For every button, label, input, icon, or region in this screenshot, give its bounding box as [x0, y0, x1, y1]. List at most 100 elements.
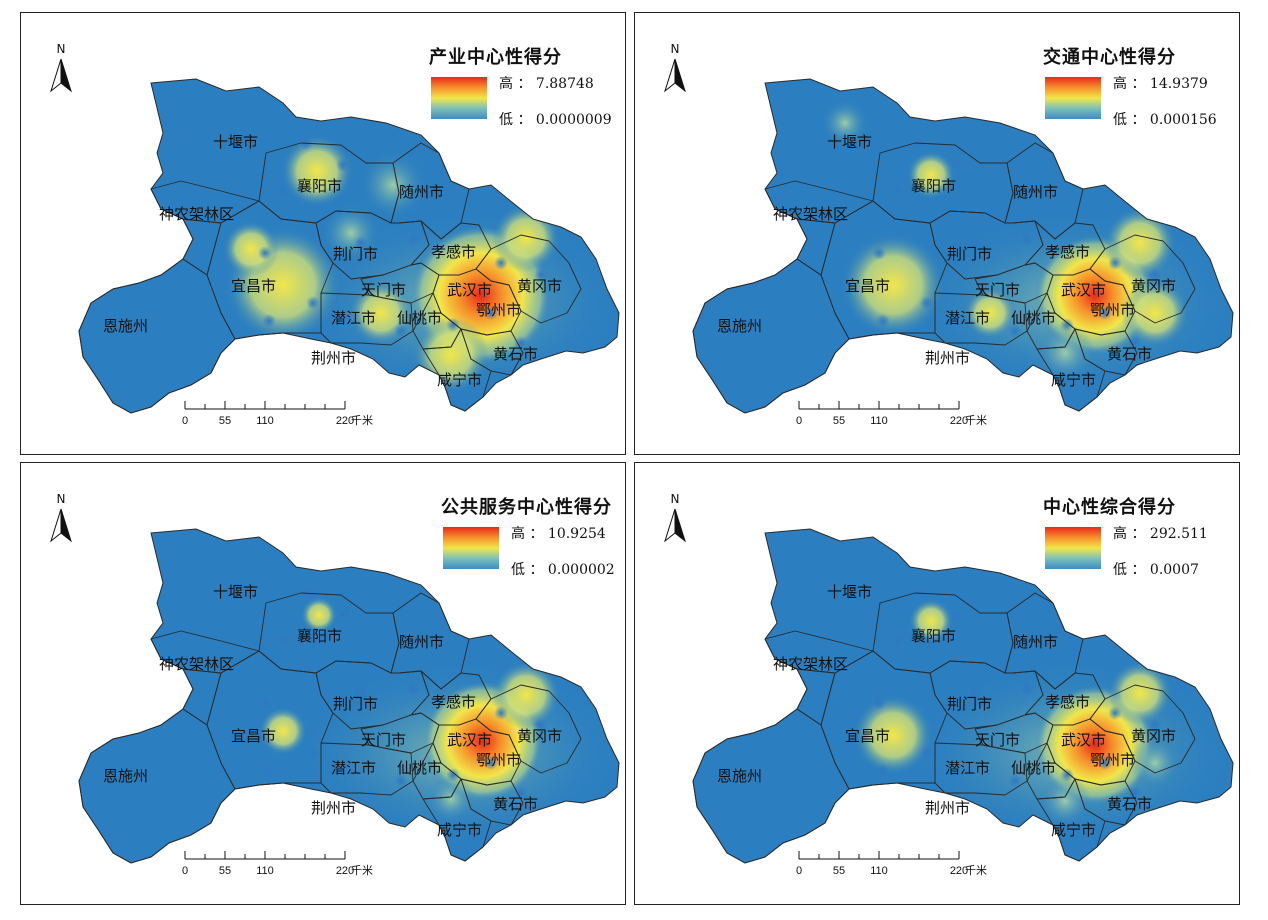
- city-label-qianjiang: 潜江市: [945, 309, 990, 327]
- prefecture-border-14: [150, 180, 260, 224]
- scale-tick-label: 55: [219, 415, 231, 427]
- legend-color-ramp: [443, 527, 499, 569]
- hotspot-4: [1121, 279, 1189, 347]
- low-spot-2: [890, 184, 904, 198]
- low-spot-5: [876, 764, 890, 778]
- legend-high-prefix: 高 ：: [511, 526, 544, 542]
- low-spot-5: [262, 314, 276, 328]
- hotspot-3: [1108, 661, 1172, 725]
- city-label-tianmen: 天门市: [361, 731, 406, 749]
- legend-low-row: 低 ： 0.000002: [511, 559, 615, 579]
- prefecture-border-8: [934, 292, 1028, 346]
- city-label-xiantao: 仙桃市: [1011, 309, 1056, 327]
- city-label-huanggang: 黄冈市: [517, 727, 562, 745]
- low-spot-13: [1008, 774, 1022, 788]
- low-spot-8: [1108, 706, 1122, 720]
- city-label-xiaogan: 孝感市: [1045, 243, 1090, 261]
- city-label-huanggang: 黄冈市: [517, 277, 562, 295]
- city-label-xiantao: 仙桃市: [397, 759, 442, 777]
- low-spot-4: [920, 746, 934, 760]
- low-spot-6: [354, 236, 368, 250]
- city-label-suizhou: 随州市: [399, 633, 444, 651]
- city-label-xiangyang: 襄阳市: [911, 177, 956, 195]
- scale-tick-label: 110: [870, 865, 888, 877]
- legend-high-row: 高 ： 7.88748: [499, 73, 594, 93]
- legend-high-prefix: 高 ：: [499, 76, 532, 92]
- city-label-wuhan: 武汉市: [447, 281, 492, 299]
- low-spot-2: [276, 634, 290, 648]
- city-label-shennongjia: 神农架林区: [773, 205, 848, 223]
- hotspot-2: [301, 597, 337, 633]
- legend-high-prefix: 高 ：: [1113, 76, 1146, 92]
- legend: 交通中心性得分高 ： 14.9379 低 ： 0.000156: [1043, 43, 1217, 128]
- city-label-shiyan: 十堰市: [213, 133, 258, 151]
- hotspot-7: [1035, 323, 1095, 383]
- low-spot-11: [446, 768, 460, 782]
- prefecture-border-8: [320, 742, 414, 796]
- scale-unit-label: 千米: [351, 864, 373, 877]
- city-label-shiyan: 十堰市: [827, 583, 872, 601]
- hotspot-7: [359, 151, 427, 219]
- city-label-jingmen: 荆门市: [947, 695, 992, 713]
- low-spot-12: [514, 336, 528, 350]
- low-spot-12: [1128, 786, 1142, 800]
- prefecture-border-12: [78, 708, 236, 864]
- low-spot-7: [406, 232, 420, 246]
- legend-color-ramp: [1045, 77, 1101, 119]
- scale-unit-label: 千米: [965, 864, 987, 877]
- prefecture-border-12: [692, 258, 850, 414]
- low-spot-12: [514, 786, 528, 800]
- city-label-qianjiang: 潜江市: [945, 759, 990, 777]
- city-label-huangshi: 黄石市: [493, 345, 538, 363]
- legend-title: 公共服务中心性得分: [441, 497, 612, 518]
- city-label-jingzhou: 荆州市: [925, 349, 970, 367]
- low-spot-2: [276, 184, 290, 198]
- legend-high-row: 高 ： 292.511: [1113, 523, 1208, 543]
- city-label-huangshi: 黄石市: [493, 795, 538, 813]
- city-label-tianmen: 天门市: [361, 281, 406, 299]
- prefecture-border-14: [764, 180, 874, 224]
- low-spot-10: [1098, 756, 1112, 770]
- low-spot-11: [1060, 768, 1074, 782]
- city-label-jingmen: 荆门市: [333, 695, 378, 713]
- low-spot-4: [306, 746, 320, 760]
- low-spot-13: [394, 774, 408, 788]
- city-label-jingzhou: 荆州市: [311, 799, 356, 817]
- legend-low-prefix: 低 ：: [1113, 562, 1146, 578]
- city-label-huangshi: 黄石市: [1107, 345, 1152, 363]
- low-spot-5: [876, 314, 890, 328]
- north-letter: N: [57, 492, 66, 506]
- scale-tick-label: 55: [833, 865, 845, 877]
- legend-high-row: 高 ： 14.9379: [1113, 73, 1208, 93]
- city-label-qianjiang: 潜江市: [331, 759, 376, 777]
- legend-low-row: 低 ： 0.000156: [1113, 109, 1217, 129]
- legend: 公共服务中心性得分高 ： 10.9254 低 ： 0.000002: [441, 493, 615, 578]
- city-label-enshi: 恩施州: [103, 317, 148, 335]
- city-label-xiaogan: 孝感市: [431, 243, 476, 261]
- city-label-ezhou: 鄂州市: [1090, 751, 1135, 769]
- low-spot-4: [306, 296, 320, 310]
- north-arrow-icon: N: [50, 42, 72, 93]
- low-spot-10: [484, 306, 498, 320]
- north-letter: N: [57, 42, 66, 56]
- prefecture-border-14: [150, 630, 260, 674]
- scale-tick-label: 220: [950, 865, 968, 877]
- city-label-yichang: 宜昌市: [231, 727, 276, 745]
- city-label-xiangyang: 襄阳市: [297, 177, 342, 195]
- city-label-xiaogan: 孝感市: [1045, 693, 1090, 711]
- low-spot-3: [258, 246, 272, 260]
- north-arrow-icon: N: [664, 42, 686, 93]
- legend-low-row: 低 ： 0.0007: [1113, 559, 1199, 579]
- legend-color-ramp: [1045, 527, 1101, 569]
- low-spot-6: [968, 686, 982, 700]
- hotspot-8: [321, 203, 381, 263]
- legend-color-ramp: [431, 77, 487, 119]
- north-letter: N: [671, 492, 680, 506]
- city-label-tianmen: 天门市: [975, 731, 1020, 749]
- hotspot-4: [1129, 737, 1181, 789]
- low-spot-11: [446, 318, 460, 332]
